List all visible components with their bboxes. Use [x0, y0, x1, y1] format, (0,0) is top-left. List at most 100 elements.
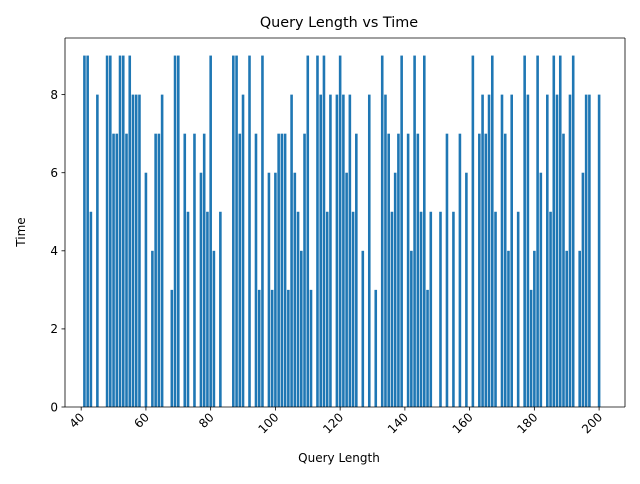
bar — [516, 211, 520, 407]
bar — [338, 55, 342, 407]
bar — [507, 250, 510, 407]
bar — [212, 250, 216, 407]
bar — [384, 94, 387, 408]
bar — [325, 211, 329, 407]
bar — [89, 211, 93, 407]
bar — [267, 172, 271, 407]
bar — [584, 94, 588, 408]
bar — [555, 94, 559, 408]
bar — [546, 94, 549, 408]
bar — [277, 133, 280, 408]
bar — [309, 289, 313, 407]
bar — [529, 289, 533, 407]
bar — [183, 133, 187, 408]
bar — [280, 133, 284, 408]
bar — [351, 211, 355, 407]
bar — [154, 133, 157, 408]
bar — [170, 289, 174, 407]
bar — [319, 94, 323, 408]
bar — [426, 289, 429, 407]
bar — [484, 133, 488, 408]
bar — [86, 55, 89, 407]
bar — [83, 55, 86, 407]
bar — [118, 55, 122, 407]
chart-title: Query Length vs Time — [260, 15, 418, 31]
bar — [526, 94, 530, 408]
bar — [355, 133, 358, 408]
bar — [413, 55, 416, 407]
bar — [274, 172, 277, 407]
bar — [494, 211, 497, 407]
bar — [597, 94, 601, 408]
bar — [581, 172, 585, 407]
bar — [316, 55, 319, 407]
bar — [193, 133, 196, 408]
bar — [306, 55, 310, 407]
bar — [219, 211, 222, 407]
bar — [481, 94, 484, 408]
bar — [549, 211, 552, 407]
bar — [471, 55, 475, 407]
bar — [160, 94, 164, 408]
bar — [270, 289, 274, 407]
bar — [406, 133, 410, 408]
bar — [345, 172, 348, 407]
bar — [131, 94, 135, 408]
bar — [445, 133, 449, 408]
y-tick-label: 2 — [50, 322, 58, 336]
bar — [261, 55, 264, 407]
bar — [232, 55, 235, 407]
bar — [419, 211, 423, 407]
bar — [186, 211, 190, 407]
bar — [439, 211, 442, 407]
bar — [257, 289, 261, 407]
x-axis-label: Query Length — [298, 451, 380, 465]
bar — [552, 55, 556, 407]
bar — [138, 94, 141, 408]
bar — [578, 250, 581, 407]
bar — [248, 55, 251, 407]
bar — [134, 94, 138, 408]
bar — [490, 55, 494, 407]
bar — [157, 133, 161, 408]
bar — [562, 133, 565, 408]
bar — [558, 55, 562, 407]
bar — [410, 250, 413, 407]
bar — [539, 172, 543, 407]
bar — [397, 133, 400, 408]
bar — [238, 133, 242, 408]
bar — [235, 55, 238, 407]
bar — [206, 211, 209, 407]
bar — [125, 133, 128, 408]
bar — [452, 211, 455, 407]
bar — [335, 94, 339, 408]
bar — [112, 133, 115, 408]
bar — [128, 55, 132, 407]
bar — [290, 94, 293, 408]
bar — [429, 211, 433, 407]
bar — [303, 133, 306, 408]
bar — [254, 133, 258, 408]
bar — [283, 133, 287, 408]
bar — [387, 133, 390, 408]
bar — [503, 133, 507, 408]
bar — [565, 250, 569, 407]
bar — [151, 250, 154, 407]
bar — [329, 94, 332, 408]
bar — [287, 289, 290, 407]
bar — [348, 94, 352, 408]
bar — [416, 133, 420, 408]
bar — [423, 55, 426, 407]
bar — [199, 172, 203, 407]
bar — [374, 289, 378, 407]
bar — [109, 55, 112, 407]
bars-group — [83, 55, 601, 408]
bar — [96, 94, 99, 408]
bar — [510, 94, 513, 408]
bar — [533, 250, 536, 407]
bar — [115, 133, 119, 408]
bar — [458, 133, 462, 408]
bar — [105, 55, 109, 407]
